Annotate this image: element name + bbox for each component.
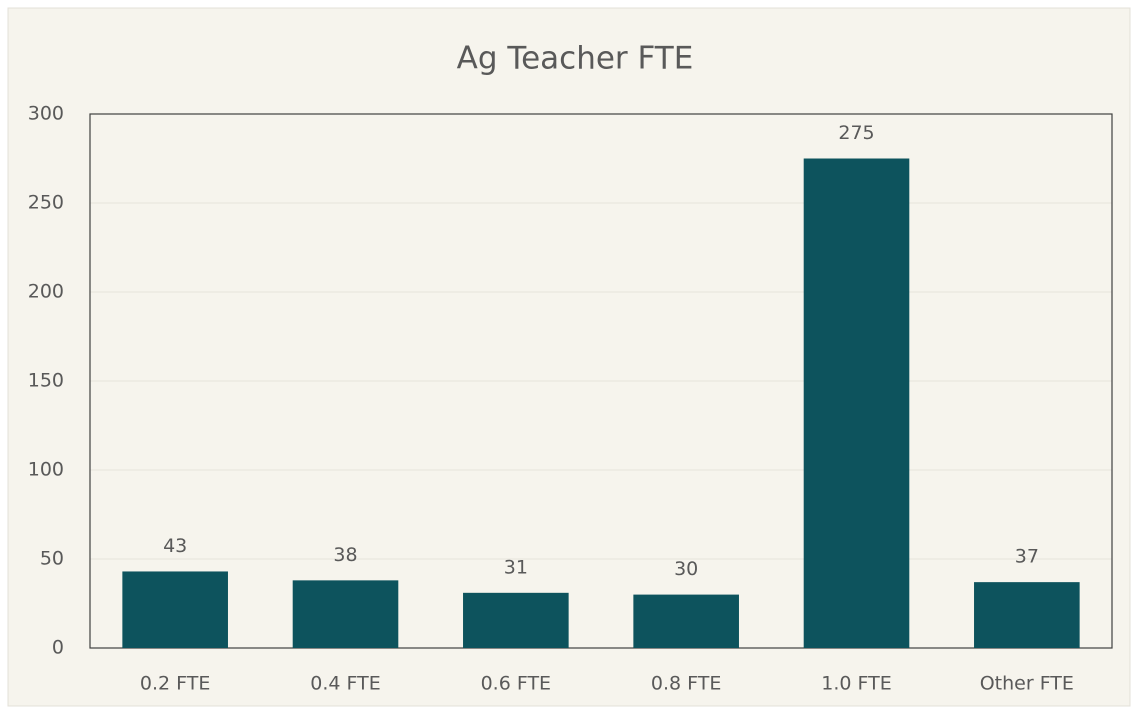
data-label: 37: [1015, 546, 1039, 568]
bar: [974, 582, 1080, 648]
bar: [633, 594, 739, 648]
x-tick-label: 0.8 FTE: [651, 673, 721, 695]
plot-frame: [89, 113, 1113, 649]
bar: [292, 580, 399, 648]
bar: [122, 571, 228, 648]
data-label: 43: [163, 535, 187, 557]
x-tick-label: 0.2 FTE: [140, 673, 210, 695]
chart-title: Ag Teacher FTE: [457, 41, 694, 77]
x-tick-label: 0.4 FTE: [310, 673, 380, 695]
x-tick-label: 1.0 FTE: [821, 673, 891, 695]
data-label: 275: [838, 122, 874, 144]
x-tick-label: 0.6 FTE: [481, 673, 551, 695]
y-tick-label: 150: [28, 370, 64, 392]
y-tick-label: 0: [52, 637, 64, 659]
data-label: 30: [674, 558, 698, 580]
y-tick-label: 200: [28, 281, 64, 303]
bar: [463, 592, 569, 648]
y-tick-label: 300: [28, 103, 64, 125]
y-tick-label: 100: [28, 459, 64, 481]
bar: [803, 158, 910, 648]
y-tick-label: 50: [40, 548, 64, 570]
data-label: 38: [333, 544, 357, 566]
y-tick-label: 250: [28, 192, 64, 214]
x-tick-label: Other FTE: [980, 673, 1074, 695]
data-label: 31: [504, 556, 528, 578]
